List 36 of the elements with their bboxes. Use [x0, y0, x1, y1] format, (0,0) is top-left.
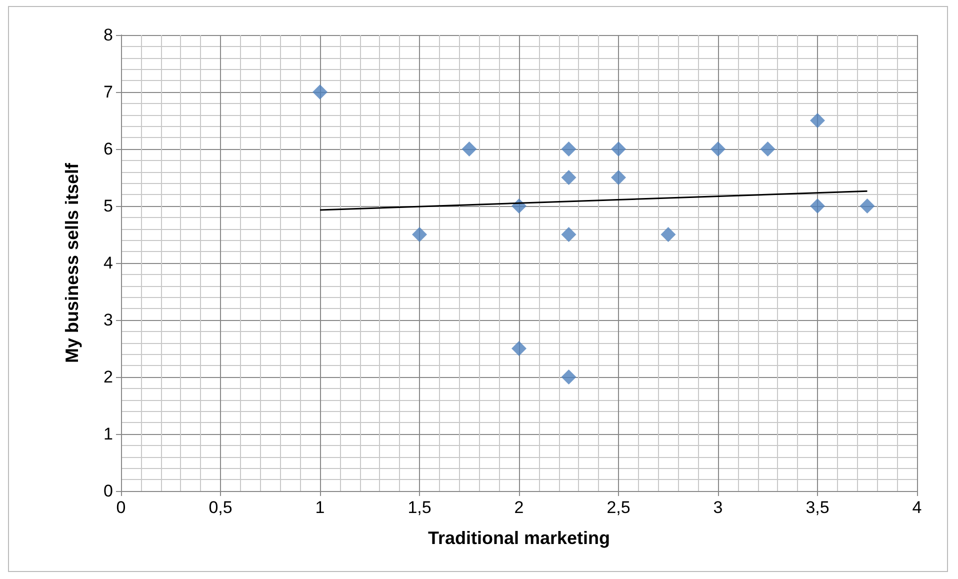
y-tick-label: 3	[104, 310, 113, 330]
y-tick-label: 2	[104, 368, 113, 386]
point	[611, 142, 626, 156]
point	[710, 142, 726, 156]
point	[760, 142, 776, 156]
x-tick-label: 0,5	[208, 498, 232, 517]
point	[561, 170, 576, 185]
y-axis-title: My business sells itself	[62, 162, 82, 364]
x-tick-label: 1,5	[408, 498, 432, 517]
point	[660, 227, 676, 242]
point	[561, 227, 576, 242]
x-tick-label: 2,5	[606, 498, 630, 517]
y-tick-label: 7	[104, 82, 113, 102]
point	[412, 227, 427, 242]
y-tick-label: 5	[104, 196, 113, 216]
y-tick-label: 4	[104, 254, 113, 272]
point	[611, 170, 626, 185]
x-axis-title: Traditional marketing	[428, 528, 610, 548]
x-tick-label: 3,5	[806, 498, 830, 517]
point	[512, 341, 526, 356]
y-tick-label: 0	[104, 482, 113, 500]
point	[561, 370, 576, 384]
y-tick-label: 1	[104, 424, 113, 444]
point	[561, 142, 576, 156]
x-tick-label: 0	[116, 498, 126, 517]
y-tick-label: 8	[104, 26, 113, 44]
point	[810, 198, 825, 214]
x-tick-label: 1	[315, 498, 325, 517]
point	[312, 84, 328, 100]
point	[810, 113, 825, 128]
x-tick-label: 2	[514, 498, 524, 517]
x-tick-label: 4	[912, 498, 922, 517]
x-tick-label: 3	[713, 498, 723, 517]
point	[462, 142, 477, 156]
y-tick-label: 6	[104, 140, 113, 158]
point	[860, 198, 875, 214]
